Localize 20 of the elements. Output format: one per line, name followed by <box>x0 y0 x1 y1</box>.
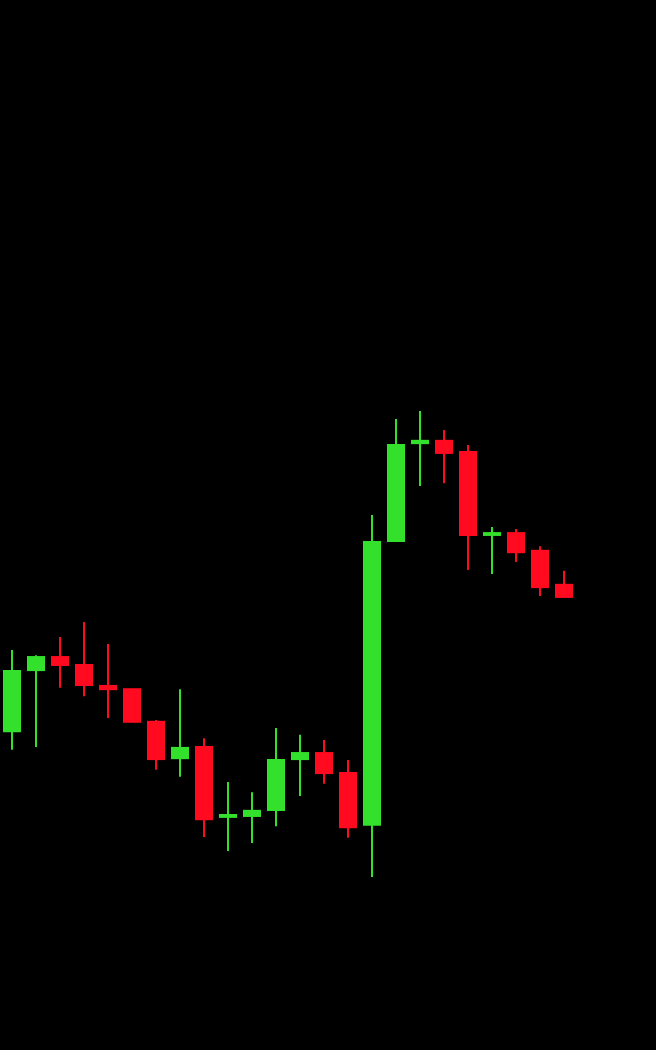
candlestick <box>51 636 69 689</box>
candlestick <box>411 410 429 488</box>
candlestick <box>75 621 93 698</box>
candlestick <box>291 733 309 797</box>
candlestick <box>459 444 477 571</box>
candlestick <box>243 791 261 844</box>
candlestick <box>555 569 573 598</box>
candlestick <box>339 759 357 839</box>
candlestick <box>387 417 405 543</box>
candlestick <box>99 643 117 720</box>
candlestick <box>195 737 213 838</box>
candlestick <box>315 739 333 785</box>
candlestick <box>27 654 45 748</box>
candlestick <box>435 429 453 485</box>
candlestick <box>219 780 237 852</box>
candlestick <box>267 726 285 828</box>
candlestick <box>171 688 189 778</box>
candlestick <box>363 513 381 878</box>
candlestick <box>3 649 21 751</box>
candlestick <box>483 526 501 576</box>
